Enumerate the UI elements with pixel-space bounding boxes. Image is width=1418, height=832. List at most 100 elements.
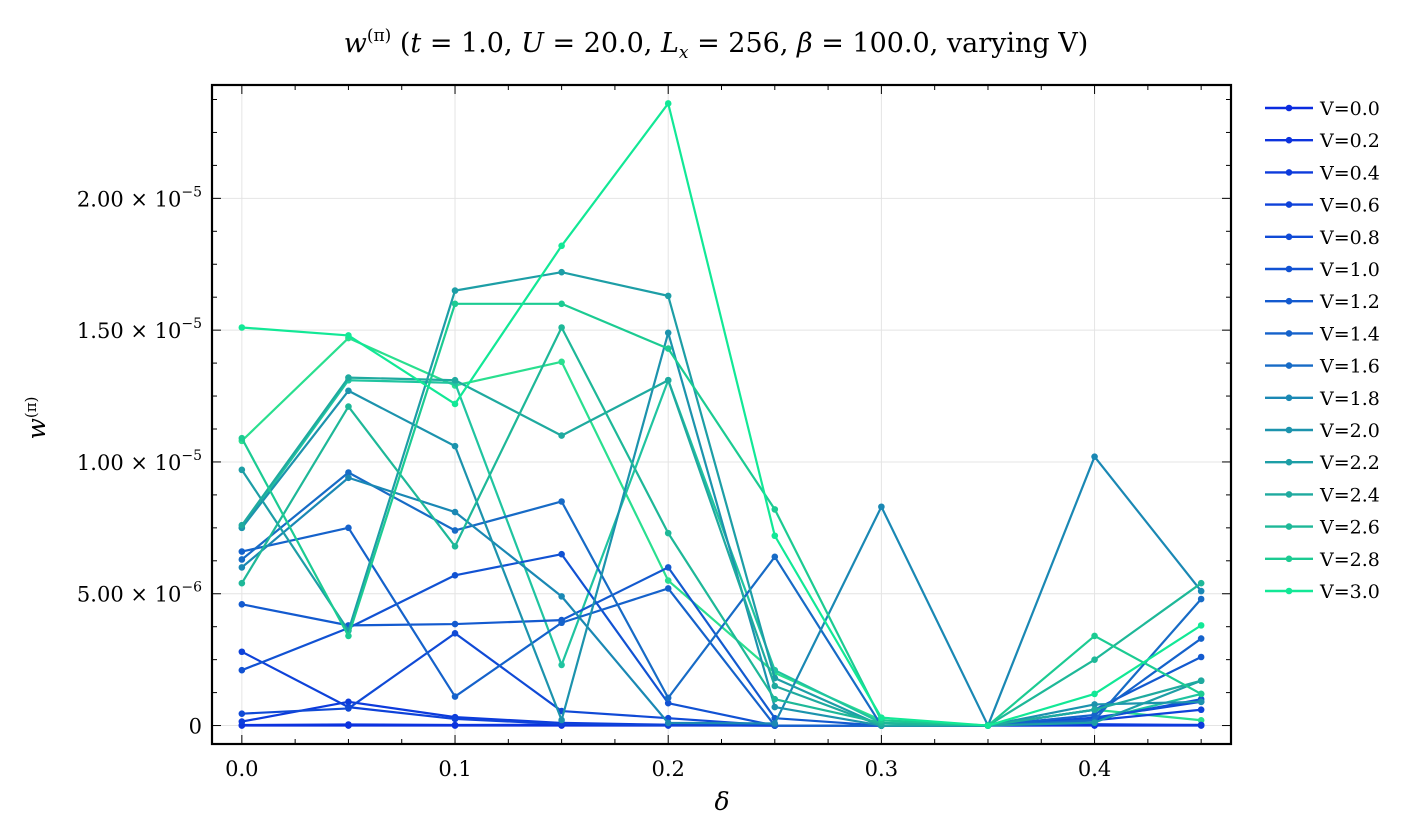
- legend-marker: [1285, 491, 1293, 498]
- legend-marker: [1285, 201, 1293, 208]
- data-point: [664, 719, 672, 727]
- series-11: [238, 268, 1205, 729]
- legend-label: V=2.4: [1319, 484, 1380, 506]
- legend-label: V=3.0: [1319, 581, 1380, 603]
- legend-item: V=0.2: [1265, 130, 1380, 152]
- legend-item: V=1.2: [1265, 291, 1380, 313]
- data-point: [771, 682, 779, 690]
- data-point: [771, 703, 779, 711]
- legend-marker: [1285, 523, 1293, 530]
- data-point: [558, 324, 565, 331]
- data-point: [451, 629, 459, 637]
- legend-label: V=2.0: [1319, 420, 1380, 442]
- legend-item: V=2.8: [1265, 549, 1380, 571]
- data-point: [451, 508, 459, 516]
- data-point: [345, 403, 352, 410]
- data-point: [238, 666, 246, 674]
- data-point: [664, 329, 672, 337]
- data-point: [1197, 706, 1205, 714]
- data-point: [451, 300, 459, 308]
- data-point: [238, 564, 246, 571]
- series-line: [240, 331, 1202, 727]
- data-point: [1091, 656, 1098, 663]
- legend-label: V=1.6: [1319, 356, 1380, 378]
- data-point: [558, 593, 565, 600]
- legend-marker: [1285, 330, 1293, 337]
- data-point: [664, 292, 672, 300]
- data-point: [451, 715, 459, 723]
- legend-label: V=0.2: [1319, 130, 1380, 152]
- data-point: [1197, 595, 1205, 603]
- legend-label: V=0.0: [1319, 98, 1380, 120]
- data-point: [451, 400, 459, 408]
- data-point: [345, 721, 352, 728]
- y-tick-label: 5.00 × 10−6: [77, 580, 202, 607]
- data-point: [664, 585, 672, 592]
- legend-marker: [1285, 169, 1293, 176]
- x-tick-label: 0.3: [865, 757, 898, 781]
- series-line: [241, 455, 1203, 727]
- legend-label: V=1.2: [1319, 291, 1380, 313]
- data-point: [1197, 587, 1205, 595]
- series-line: [241, 471, 1202, 727]
- legend-item: V=2.2: [1265, 452, 1380, 474]
- data-point: [771, 720, 779, 727]
- legend-label: V=2.6: [1319, 517, 1380, 539]
- data-point: [1091, 453, 1098, 460]
- y-tick-label: 1.00 × 10−5: [77, 448, 202, 475]
- data-point: [1091, 719, 1098, 726]
- data-point: [345, 374, 352, 381]
- series-12: [238, 374, 1205, 729]
- legend-label: V=2.8: [1319, 549, 1380, 571]
- series-line: [241, 102, 1202, 727]
- legend-item: V=1.0: [1265, 259, 1380, 281]
- data-point: [451, 287, 459, 294]
- data-point: [558, 498, 565, 505]
- data-point: [1091, 632, 1098, 640]
- data-point: [345, 474, 352, 482]
- legend-item: V=0.4: [1265, 162, 1380, 184]
- x-tick-label: 0.2: [652, 757, 685, 781]
- x-tick-label: 0.0: [225, 757, 258, 781]
- data-point: [238, 718, 246, 725]
- data-point: [238, 579, 246, 587]
- data-point: [451, 571, 459, 579]
- data-point: [1091, 706, 1098, 714]
- data-point: [238, 521, 246, 529]
- y-tick-labels: 0 5.00 × 10−6 1.00 × 10−5 1.50 × 10−5 2.00 ×…: [77, 184, 202, 738]
- legend-item: V=0.0: [1265, 98, 1380, 120]
- legend-item: V=3.0: [1265, 581, 1380, 603]
- data-point: [771, 553, 779, 561]
- data-point: [345, 632, 352, 640]
- legend-marker: [1285, 394, 1293, 402]
- data-point: [878, 503, 885, 511]
- series-line: [241, 566, 1202, 727]
- data-point: [558, 661, 565, 669]
- chart-title: w(π) (t = 1.0, U = 20.0, Lx = 256, β = 1…: [344, 26, 1089, 63]
- legend-marker: [1285, 265, 1293, 273]
- series-8: [238, 469, 1205, 729]
- data-point: [1091, 701, 1098, 708]
- data-point: [558, 242, 565, 250]
- data-point: [664, 100, 672, 107]
- data-point: [984, 722, 992, 729]
- data-point: [451, 721, 459, 729]
- data-point: [1197, 698, 1205, 706]
- data-point: [345, 698, 352, 706]
- legend-label: V=1.4: [1319, 323, 1380, 345]
- data-point: [238, 600, 246, 608]
- data-point: [451, 527, 459, 534]
- data-point: [771, 506, 779, 513]
- data-point: [771, 532, 779, 540]
- data-point: [238, 466, 246, 474]
- data-point: [558, 300, 565, 308]
- legend-label: V=2.2: [1319, 452, 1380, 474]
- data-point: [1197, 677, 1205, 685]
- data-point: [771, 695, 779, 703]
- data-point: [558, 550, 565, 558]
- series-14: [238, 300, 1205, 729]
- data-point: [451, 442, 459, 450]
- data-point: [345, 332, 352, 339]
- data-point: [664, 345, 672, 352]
